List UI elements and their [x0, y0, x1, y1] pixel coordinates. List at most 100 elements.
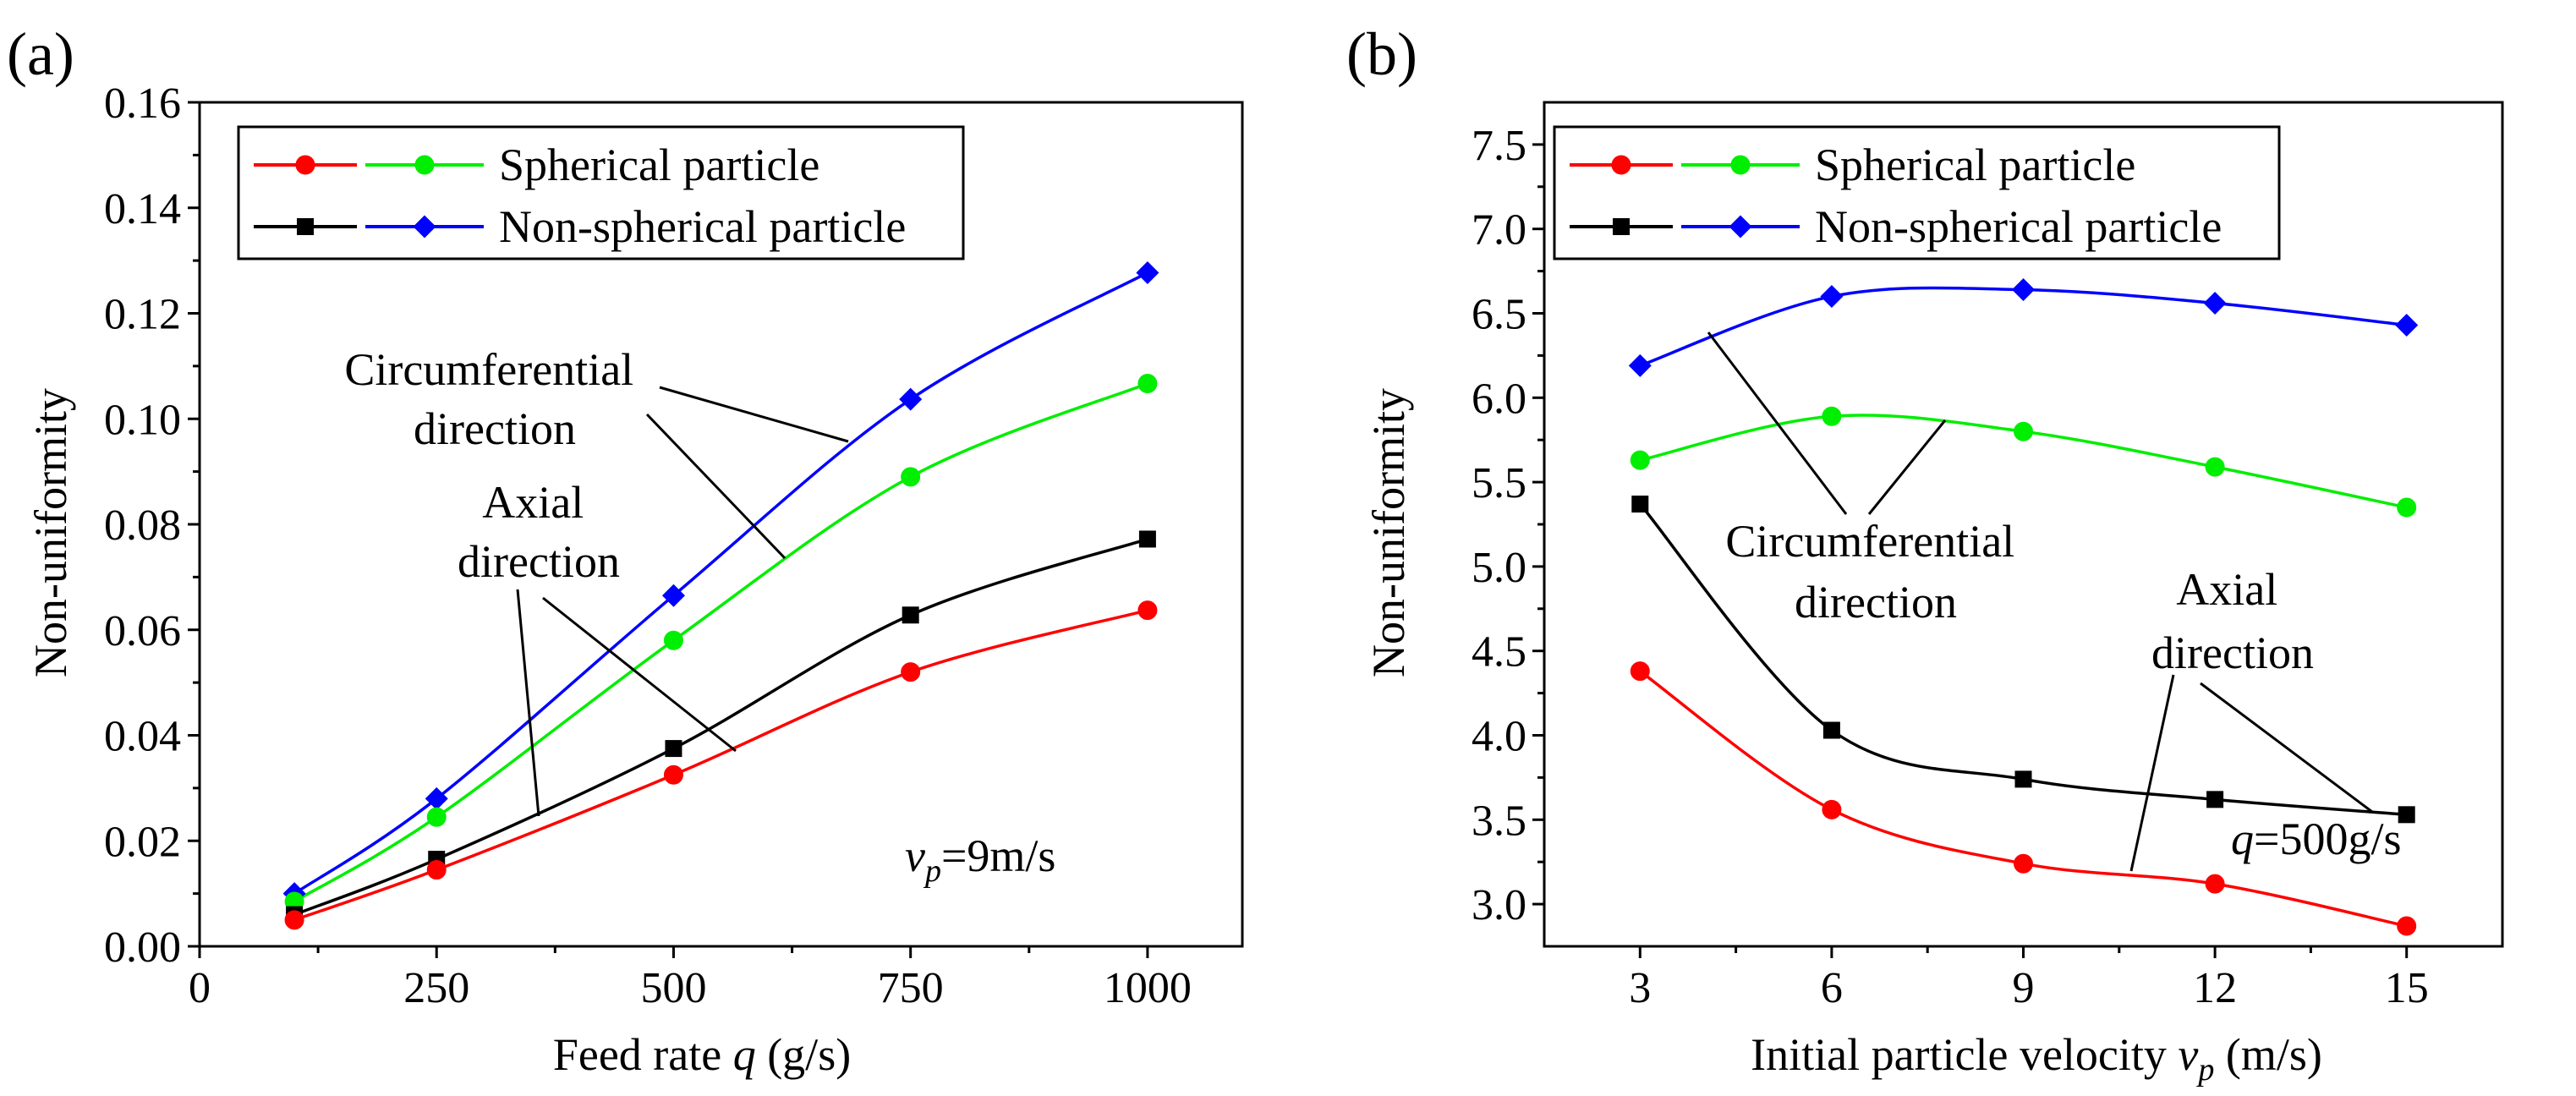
data-point-0	[425, 786, 448, 810]
data-point-3	[1822, 799, 1842, 819]
data-point-1	[1630, 450, 1650, 470]
data-point-3	[284, 910, 304, 930]
legend-b: Spherical particle Non-spherical particl…	[1553, 125, 2281, 260]
x-tick-label: 500	[640, 964, 706, 1012]
data-point-3	[2014, 853, 2033, 874]
y-tick-label: 0.00	[104, 923, 181, 972]
condition-label-b: q=500g/s	[2231, 814, 2401, 864]
y-axis-label-b: Non-uniformity	[1363, 388, 1414, 677]
legend-marker	[414, 155, 435, 175]
y-tick-label: 7.0	[1472, 206, 1526, 255]
data-point-2	[902, 606, 919, 624]
y-tick-label: 0.10	[104, 396, 181, 444]
legend-marker	[1611, 155, 1631, 175]
data-point-0	[2012, 278, 2035, 302]
y-tick-label: 0.14	[104, 185, 181, 233]
annotation-axial-b: Axial direction	[2151, 564, 2314, 678]
data-point-0	[1820, 285, 1844, 309]
series-markers-b	[1628, 278, 2419, 936]
condition-label-a: vp=9m/s	[905, 830, 1055, 889]
x-tick-label: 750	[878, 964, 944, 1012]
data-point-0	[2395, 313, 2419, 337]
y-tick-label: 0.16	[104, 79, 181, 128]
legend-marker	[1613, 218, 1630, 235]
x-axis-label-a: Feed rate q (g/s)	[553, 1029, 851, 1080]
legend-label-spherical-b: Spherical particle	[1815, 140, 2135, 190]
y-tick-label: 3.0	[1472, 881, 1526, 929]
x-tick-label: 12	[2193, 964, 2237, 1012]
series-line-2	[293, 537, 1148, 917]
y-tick-label: 4.5	[1472, 628, 1526, 677]
data-point-3	[901, 662, 921, 682]
legend-marker	[1730, 155, 1751, 175]
y-tick-label: 6.0	[1472, 375, 1526, 423]
y-tick-label: 7.5	[1472, 122, 1526, 170]
data-point-1	[2205, 457, 2225, 477]
data-point-2	[2206, 791, 2224, 808]
data-point-3	[2397, 916, 2417, 936]
data-point-0	[661, 584, 685, 607]
x-tick-label: 15	[2385, 964, 2429, 1012]
data-point-0	[2203, 292, 2227, 315]
data-point-0	[1628, 353, 1652, 377]
y-tick-label: 0.08	[104, 501, 181, 550]
chart-panel-b: (b) Non-uniformity Initial particle velo…	[1346, 20, 2504, 1088]
data-point-1	[1137, 373, 1158, 393]
x-tick-label: 1000	[1104, 964, 1192, 1012]
y-tick-label: 0.04	[104, 713, 181, 761]
annotation-circumferential-a: Circumferential direction	[344, 344, 644, 454]
y-tick-label: 6.5	[1472, 291, 1526, 339]
x-tick-label: 3	[1629, 964, 1651, 1012]
axis-ticks-a: 0 250 500 750 1000 0.00 0.02 0.04 0.06 0.08 0.10 0.…	[104, 79, 1192, 1012]
data-point-0	[899, 387, 923, 411]
series-line-3	[293, 608, 1148, 922]
x-tick-label: 0	[189, 964, 211, 1012]
y-tick-label: 0.12	[104, 291, 181, 339]
data-point-3	[426, 860, 447, 880]
y-axis-label-a: Non-uniformity	[25, 388, 76, 677]
panel-label-a: (a)	[7, 20, 74, 88]
data-point-2	[1138, 530, 1156, 548]
data-point-2	[665, 740, 682, 758]
y-tick-label: 5.5	[1472, 459, 1526, 507]
data-point-3	[2205, 874, 2225, 894]
x-tick-label: 250	[403, 964, 469, 1012]
y-tick-label: 5.0	[1472, 544, 1526, 592]
legend-label-spherical-a: Spherical particle	[499, 140, 819, 190]
data-point-1	[901, 467, 921, 487]
series-line-3	[1639, 670, 2408, 928]
series-line-1	[293, 381, 1148, 903]
annotation-axial-a: Axial direction	[458, 477, 620, 587]
data-point-1	[663, 630, 683, 650]
annotation-leaders-b	[1707, 332, 2373, 872]
plot-frame-b	[1543, 101, 2504, 948]
panel-label-b: (b)	[1346, 20, 1417, 88]
axis-ticks-b: 3 6 9 12 15 3.0 3.5 4.0 4.5 5.0 5.5 6.0 6.5 7.0 7.5	[1472, 122, 2429, 1012]
data-point-1	[2014, 421, 2033, 441]
x-tick-label: 9	[2013, 964, 2035, 1012]
data-point-2	[2398, 806, 2415, 824]
annotation-circumferential-b: Circumferential direction	[1725, 516, 2025, 627]
data-point-1	[1822, 406, 1842, 426]
plot-frame-a	[198, 101, 1244, 948]
y-tick-label: 3.5	[1472, 797, 1526, 845]
x-axis-label-b: Initial particle velocity vp (m/s)	[1751, 1029, 2322, 1088]
legend-label-nonspherical-a: Non-spherical particle	[499, 201, 906, 252]
y-tick-label: 4.0	[1472, 713, 1526, 761]
y-tick-label: 0.06	[104, 607, 181, 655]
data-point-1	[426, 807, 447, 827]
y-tick-label: 0.02	[104, 818, 181, 866]
chart-panel-a: (a) Non-uniformity Feed rate q (g/s) 0 25…	[7, 20, 1244, 1080]
series-markers-a	[282, 260, 1159, 930]
data-point-2	[2014, 770, 2032, 788]
legend-a: Spherical particle Non-spherical particl…	[237, 125, 965, 260]
data-point-2	[1631, 496, 1649, 513]
data-point-2	[1822, 721, 1840, 739]
legend-marker	[413, 215, 436, 238]
data-point-1	[2397, 497, 2417, 518]
legend-marker	[1729, 215, 1752, 238]
data-point-0	[1136, 260, 1159, 284]
x-tick-label: 6	[1821, 964, 1843, 1012]
annotation-leaders-a	[516, 386, 849, 817]
